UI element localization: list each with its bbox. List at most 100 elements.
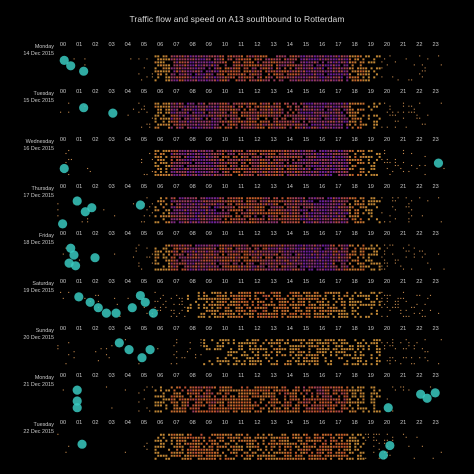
heatmap-cell [208, 73, 211, 76]
heatmap-cell [176, 451, 179, 454]
heatmap-cell [343, 215, 346, 218]
heatmap-cell [330, 363, 333, 366]
heatmap-cell [378, 55, 381, 58]
heatmap-cell [311, 306, 314, 309]
heatmap-cell [200, 197, 203, 200]
heatmap-cell [289, 114, 292, 117]
heatmap-cell [240, 105, 243, 108]
heatmap-cell [292, 117, 295, 120]
heatmap-cell [273, 291, 276, 294]
heatmap-cell [343, 315, 346, 318]
heatmap-cell [232, 170, 235, 173]
heatmap-cell [338, 259, 341, 262]
heatmap-cell [211, 76, 214, 79]
heatmap-cell [351, 306, 354, 309]
heatmap-cell [168, 64, 171, 67]
heatmap-cell [249, 161, 252, 164]
heatmap-cell [173, 70, 176, 73]
heatmap-cell [224, 265, 227, 268]
heatmap-cell [176, 351, 178, 353]
heatmap-cell [340, 105, 343, 108]
heatmap-cell [267, 200, 270, 203]
heatmap-cell [332, 259, 335, 262]
heatmap-cell [251, 342, 254, 345]
heatmap-cell [203, 294, 206, 297]
heatmap-cell [211, 250, 214, 253]
heatmap-cell [254, 203, 257, 206]
heatmap-cell [157, 348, 159, 350]
heatmap-cell [427, 58, 429, 60]
heatmap-cell [381, 126, 383, 128]
heatmap-cell [162, 200, 165, 203]
heatmap-cell [343, 114, 346, 117]
heatmap-cell [227, 315, 230, 318]
heatmap-cell [173, 398, 176, 401]
heatmap-cell [316, 306, 319, 309]
heatmap-cell [249, 306, 252, 309]
heatmap-cell [278, 294, 281, 297]
heatmap-cell [178, 102, 181, 105]
heatmap-cell [262, 312, 265, 315]
heatmap-cell [197, 212, 200, 215]
heatmap-cell [195, 200, 198, 203]
heatmap-cell [330, 306, 333, 309]
heatmap-cell [157, 108, 160, 111]
heatmap-cell [168, 70, 171, 73]
heatmap-cell [243, 401, 246, 404]
heatmap-cell [173, 67, 176, 70]
heatmap-cell [262, 152, 265, 155]
heatmap-cell [346, 158, 349, 161]
heatmap-cell [238, 360, 241, 363]
heatmap-cell [222, 206, 225, 209]
heatmap-cell [354, 395, 357, 398]
heatmap-cell [227, 256, 230, 259]
heatmap-cell [313, 70, 316, 73]
heatmap-cell [330, 268, 333, 271]
heatmap-cell [308, 386, 311, 389]
heatmap-cell [332, 108, 335, 111]
heatmap-cell [262, 158, 265, 161]
heatmap-cell [303, 244, 306, 247]
heatmap-cell [343, 404, 346, 407]
heatmap-cell [159, 439, 162, 442]
heatmap-cell [389, 55, 391, 57]
heatmap-cell [324, 395, 327, 398]
heatmap-cell [276, 102, 279, 105]
heatmap-cell [259, 348, 262, 351]
heatmap-cell [294, 404, 297, 407]
heatmap-cell [327, 348, 330, 351]
heatmap-cell [238, 398, 241, 401]
heatmap-cell [162, 253, 165, 256]
heatmap-cell [251, 250, 254, 253]
heatmap-cell [284, 259, 287, 262]
heatmap-cell [257, 218, 260, 221]
heatmap-cell [154, 170, 157, 173]
heatmap-cell [208, 395, 211, 398]
heatmap-cell [265, 389, 268, 392]
heatmap-cell [392, 114, 394, 116]
heatmap-cell [359, 55, 362, 58]
heatmap-cell [154, 253, 157, 256]
heatmap-cell [243, 79, 246, 82]
heatmap-cell [278, 58, 281, 61]
heatmap-cell [292, 152, 295, 155]
heatmap-cell [284, 410, 287, 413]
heatmap-cell [195, 58, 198, 61]
heatmap-cell [251, 309, 254, 312]
heatmap-cell [181, 58, 184, 61]
heatmap-cell [354, 203, 357, 206]
heatmap-cell [211, 120, 214, 123]
heatmap-cell [359, 291, 362, 294]
day-panel [62, 385, 440, 413]
heatmap-cell [313, 149, 316, 152]
heatmap-cell [170, 265, 173, 268]
heatmap-cell [335, 64, 338, 67]
heatmap-cell [203, 410, 206, 413]
heatmap-cell [259, 152, 262, 155]
heatmap-cell [278, 61, 281, 64]
heatmap-cell [224, 149, 227, 152]
heatmap-cell [284, 155, 287, 158]
heatmap-cell [203, 173, 206, 176]
heatmap-cell [303, 357, 306, 360]
heatmap-cell [219, 259, 222, 262]
